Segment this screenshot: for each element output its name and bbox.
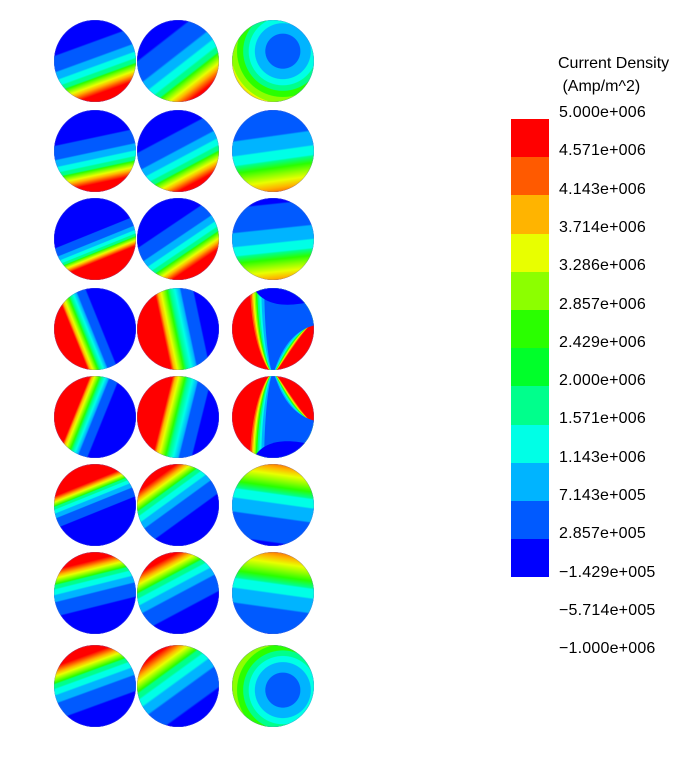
- colorbar-label: 4.143e+006: [559, 180, 646, 198]
- contour-plot-r3-c2: [137, 198, 219, 280]
- colorbar-swatch: [511, 462, 549, 501]
- contour-plot-r8-c2: [137, 645, 219, 727]
- colorbar-swatch: [511, 195, 549, 234]
- contour-plot-r7-c2: [137, 552, 219, 634]
- colorbar-label: 7.143e+005: [559, 487, 646, 504]
- contour-plot-grid: [54, 20, 314, 727]
- colorbar-swatch: [511, 309, 549, 349]
- colorbar-label: 5.000e+006: [559, 104, 646, 121]
- colorbar-label: 2.857e+006: [559, 295, 646, 313]
- colorbar-label: 4.571e+006: [559, 142, 646, 160]
- contour-plot-r2-c2: [137, 110, 219, 192]
- colorbar-label: 1.571e+006: [559, 410, 646, 428]
- contour-plot-r4-c1: [54, 288, 136, 370]
- colorbar-label: −1.429e+005: [559, 563, 656, 581]
- contour-plot-r7-c1: [54, 552, 136, 634]
- contour-plot-r6-c2: [137, 464, 219, 546]
- contour-plot-r4-c3: [232, 288, 314, 370]
- colorbar-swatch: [511, 386, 549, 425]
- colorbar-swatch: [511, 500, 549, 540]
- contour-plot-r2-c1: [54, 110, 136, 192]
- contour-plot-r3-c1: [54, 198, 136, 280]
- contour-plot-r5-c2: [137, 376, 219, 458]
- colorbar-swatch: [511, 348, 549, 387]
- colorbar-label: −1.000e+006: [559, 640, 656, 658]
- contour-plot-r1-c3: [232, 20, 314, 102]
- colorbar-label: 3.286e+006: [559, 257, 646, 275]
- contour-plot-r8-c3: [232, 645, 314, 727]
- colorbar-label: −5.714e+005: [559, 601, 656, 619]
- contour-plot-r1-c1: [54, 20, 136, 102]
- contour-plot-r7-c3: [232, 552, 314, 634]
- contour-plot-r6-c3: [232, 464, 314, 546]
- contour-plot-r8-c1: [54, 645, 136, 727]
- colorbar-label: 2.000e+006: [559, 372, 646, 390]
- colorbar-label: 3.714e+006: [559, 218, 646, 236]
- colorbar-swatch: [511, 271, 549, 310]
- contour-plot-r6-c1: [54, 464, 136, 546]
- colorbar-swatch: [511, 539, 549, 578]
- legend-title: Current Density: [558, 55, 670, 72]
- legend-units: (Amp/m^2): [558, 78, 641, 95]
- colorbar-swatch: [511, 233, 549, 272]
- colorbar-label: 2.857e+005: [559, 525, 646, 543]
- contour-plot-r5-c3: [232, 376, 314, 458]
- colorbar-label: 2.429e+006: [559, 333, 646, 351]
- colorbar-label: 1.143e+006: [559, 448, 646, 466]
- contour-plot-r3-c3: [232, 198, 314, 280]
- colorbar-swatch: [511, 157, 549, 196]
- contour-plot-r2-c3: [232, 110, 314, 192]
- contour-plot-r4-c2: [137, 288, 219, 370]
- contour-plot-r5-c1: [54, 376, 136, 458]
- colorbar-swatch: [511, 119, 549, 158]
- contour-plot-r1-c2: [137, 20, 219, 102]
- colorbar: [511, 119, 549, 578]
- colorbar-swatch: [511, 424, 549, 463]
